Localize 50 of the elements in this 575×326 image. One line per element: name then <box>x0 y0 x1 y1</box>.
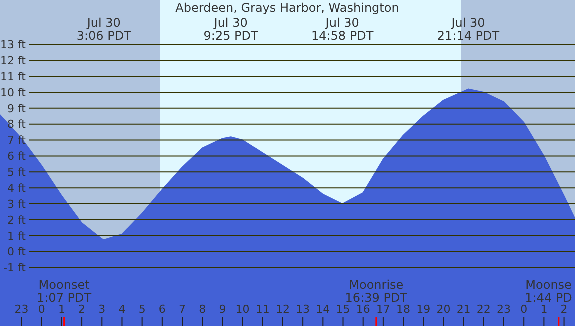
x-tick-label: 10 <box>236 303 250 316</box>
x-tick-label: 20 <box>436 303 451 316</box>
x-tick-label: 16 <box>356 303 370 316</box>
y-tick-label: 2 ft <box>8 214 27 227</box>
x-tick-label: 17 <box>376 303 390 316</box>
x-tick-label: 4 <box>118 303 126 316</box>
x-tick-label: 6 <box>158 303 166 316</box>
x-tick-label: 7 <box>179 303 186 316</box>
y-tick-label: 0 ft <box>8 246 27 259</box>
y-tick-label: 1 ft <box>8 230 27 243</box>
x-tick-label: 13 <box>296 303 310 316</box>
annotation: Jul 30 14:58 PDT <box>311 16 374 43</box>
x-tick-label: 19 <box>416 303 431 316</box>
annotation: Jul 30 9:25 PDT <box>204 16 260 43</box>
y-tick-label: 4 ft <box>8 182 27 195</box>
chart-title: Aberdeen, Grays Harbor, Washington <box>176 1 400 15</box>
y-tick-label: -1 ft <box>4 262 27 275</box>
annotation: Moonset 1:07 PDT <box>37 278 92 305</box>
x-tick-label: 23 <box>14 303 29 316</box>
y-tick-label: 11 ft <box>0 70 27 84</box>
x-tick-label: 11 <box>256 303 270 316</box>
x-tick-label: 22 <box>476 303 491 316</box>
y-tick-label: 7 ft <box>8 134 27 148</box>
x-tick-label: 5 <box>138 303 146 316</box>
y-tick-label: 12 ft <box>0 54 27 68</box>
x-tick-label: 0 <box>520 303 528 316</box>
annotation: Moonse 1:44 PD <box>525 278 572 305</box>
annotation: Jul 30 3:06 PDT <box>76 16 132 43</box>
y-tick-label: 3 ft <box>8 198 27 211</box>
x-tick-label: 3 <box>98 303 106 316</box>
x-tick-label: 15 <box>336 303 350 316</box>
x-tick-label: 1 <box>540 303 548 316</box>
x-tick-label: 18 <box>396 303 411 316</box>
x-tick-label: 21 <box>456 303 471 316</box>
x-tick-label: 2 <box>560 303 568 316</box>
x-tick-label: 2 <box>78 303 86 316</box>
y-tick-label: 6 ft <box>8 150 27 164</box>
annotation: Moonrise 16:39 PDT <box>345 278 408 305</box>
x-tick-label: 1 <box>58 303 66 316</box>
x-tick-label: 8 <box>199 303 206 316</box>
x-tick-label: 23 <box>497 303 512 316</box>
y-tick-label: 13 ft <box>0 38 27 52</box>
y-tick-label: 5 ft <box>8 166 27 180</box>
x-tick-label: 9 <box>219 303 226 316</box>
annotation: Jul 30 21:14 PDT <box>437 16 500 43</box>
x-tick-label: 0 <box>38 303 46 316</box>
x-tick-label: 14 <box>316 303 330 316</box>
y-tick-label: 9 ft <box>8 102 27 116</box>
y-tick-label: 10 ft <box>0 86 27 100</box>
x-tick-label: 12 <box>276 303 290 316</box>
